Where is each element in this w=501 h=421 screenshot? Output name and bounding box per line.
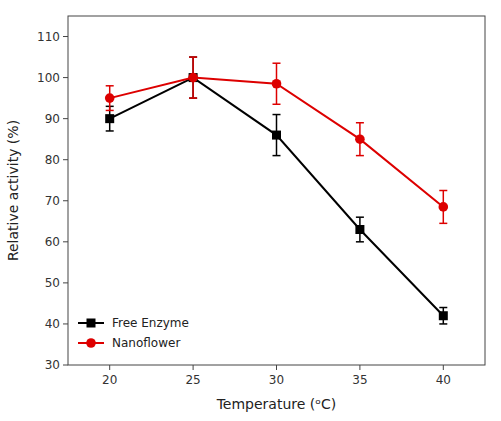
y-axis-label: Relative activity (%) <box>5 120 21 261</box>
y-tick <box>63 36 68 37</box>
x-tick-label: 20 <box>102 373 117 387</box>
x-tick <box>193 365 194 370</box>
error-cap <box>106 130 114 132</box>
y-tick-label: 90 <box>45 112 60 126</box>
x-tick-label: 40 <box>436 373 451 387</box>
series <box>105 57 448 223</box>
error-cap <box>439 223 447 225</box>
error-cap <box>189 56 197 58</box>
y-tick-label: 70 <box>45 194 60 208</box>
legend-marker <box>86 338 96 348</box>
point <box>439 311 448 320</box>
error-cap <box>439 323 447 325</box>
error-cap <box>106 85 114 87</box>
error-bar <box>106 86 114 111</box>
point <box>355 225 364 234</box>
y-tick-label: 110 <box>37 30 60 44</box>
legend: Free Enzyme Nanoflower <box>78 316 189 350</box>
y-tick-label: 60 <box>45 235 60 249</box>
y-tick <box>63 77 68 78</box>
y-tick <box>63 365 68 366</box>
axes: 20 25 30 35 40 30 40 50 60 70 80 90 100 110 <box>37 30 451 387</box>
legend-label: Free Enzyme <box>112 316 189 330</box>
plot-frame <box>68 16 485 365</box>
point <box>105 93 115 103</box>
error-cap <box>273 155 281 157</box>
error-cap <box>189 97 197 99</box>
error-cap <box>189 56 197 58</box>
y-tick <box>63 241 68 242</box>
point <box>105 114 114 123</box>
legend-label: Nanoflower <box>112 336 180 350</box>
point <box>272 131 281 140</box>
error-bar <box>356 217 364 242</box>
y-tick <box>63 118 68 119</box>
x-tick <box>443 365 444 370</box>
error-cap <box>189 97 197 99</box>
point <box>272 79 282 89</box>
error-cap <box>439 307 447 309</box>
y-tick-label: 30 <box>45 358 60 372</box>
x-tick <box>109 365 110 370</box>
x-tick <box>359 365 360 370</box>
error-bar <box>189 57 197 98</box>
legend-marker <box>87 319 96 328</box>
x-axis-label: Temperature (ᵒC) <box>216 396 337 412</box>
error-bar <box>439 191 447 224</box>
series-line <box>110 78 444 316</box>
error-cap <box>106 110 114 112</box>
error-bar <box>273 63 281 104</box>
chart: 20 25 30 35 40 30 40 50 60 70 80 90 100 110 Temperatur… <box>0 0 501 421</box>
plot-area <box>105 57 448 324</box>
x-tick-label: 25 <box>185 373 200 387</box>
error-cap <box>273 104 281 106</box>
error-cap <box>356 216 364 218</box>
y-tick <box>63 159 68 160</box>
point <box>355 134 365 144</box>
y-tick-label: 80 <box>45 153 60 167</box>
y-tick <box>63 323 68 324</box>
x-tick-label: 35 <box>352 373 367 387</box>
point <box>188 73 198 83</box>
y-tick-label: 100 <box>37 71 60 85</box>
y-tick <box>63 282 68 283</box>
error-bar <box>106 106 114 131</box>
error-bar <box>356 123 364 156</box>
error-bar <box>439 308 447 324</box>
series <box>105 57 448 324</box>
x-tick-label: 30 <box>269 373 284 387</box>
error-bar <box>189 57 197 98</box>
point <box>439 202 449 212</box>
x-tick <box>276 365 277 370</box>
error-cap <box>356 122 364 124</box>
y-tick-label: 50 <box>45 276 60 290</box>
error-cap <box>356 241 364 243</box>
error-cap <box>439 190 447 192</box>
error-bar <box>273 115 281 156</box>
y-tick-label: 40 <box>45 317 60 331</box>
y-tick <box>63 200 68 201</box>
point <box>189 73 198 82</box>
error-cap <box>273 114 281 116</box>
error-cap <box>356 155 364 157</box>
error-cap <box>273 62 281 64</box>
